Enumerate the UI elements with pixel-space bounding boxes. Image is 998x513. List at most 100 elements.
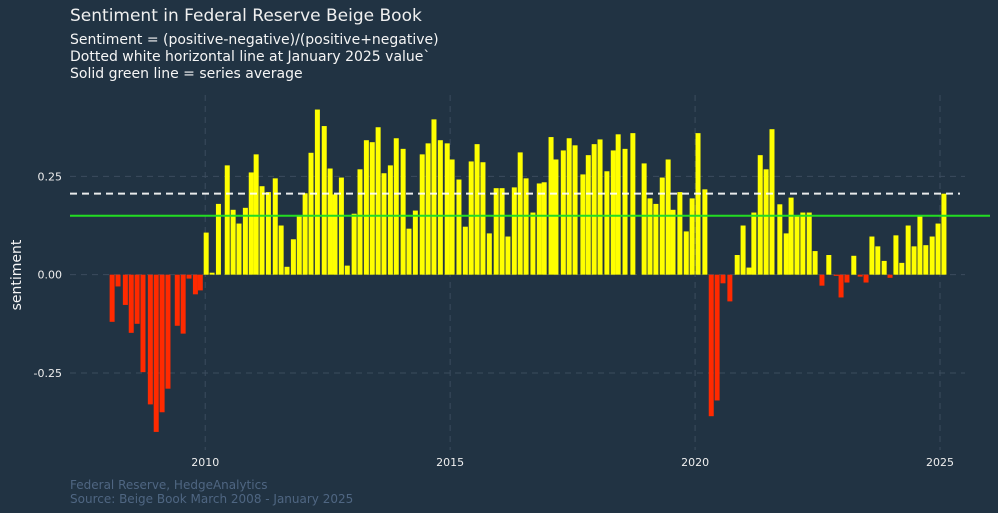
- bar-positive: [905, 225, 911, 275]
- bar-positive: [580, 174, 586, 275]
- bar-positive: [290, 239, 296, 275]
- bar-positive: [493, 188, 499, 275]
- bar-positive: [338, 177, 344, 275]
- bar-positive: [511, 187, 517, 275]
- bar-positive: [553, 159, 559, 275]
- bar-negative: [838, 274, 844, 298]
- bar-positive: [881, 260, 887, 275]
- bar-negative: [714, 274, 720, 401]
- bar-positive: [941, 193, 947, 275]
- bar-positive: [800, 212, 806, 275]
- bar-negative: [134, 274, 140, 324]
- bar-positive: [566, 138, 572, 275]
- bar-positive: [689, 198, 695, 275]
- bar-positive: [253, 154, 259, 275]
- bar-positive: [400, 148, 406, 275]
- bar-positive: [560, 150, 566, 275]
- x-tick-label: 2020: [681, 456, 709, 469]
- bar-positive: [351, 213, 357, 275]
- bar-positive: [702, 189, 708, 275]
- bar-negative: [186, 274, 192, 279]
- bar-positive: [622, 148, 628, 275]
- bar-positive: [456, 179, 462, 275]
- bar-positive: [449, 159, 455, 275]
- bar-positive: [923, 245, 929, 275]
- bar-positive: [314, 109, 320, 275]
- bar-negative: [819, 274, 825, 286]
- bar-positive: [677, 192, 683, 275]
- bar-positive: [209, 272, 215, 275]
- bar-positive: [468, 161, 474, 275]
- bar-positive: [215, 203, 221, 275]
- bar-positive: [437, 140, 443, 275]
- bar-positive: [875, 246, 881, 275]
- bar-positive: [604, 171, 610, 275]
- bar-positive: [278, 225, 284, 275]
- bar-positive: [236, 223, 242, 275]
- bar-positive: [670, 209, 676, 275]
- bar-positive: [425, 143, 431, 275]
- bar-positive: [387, 165, 393, 275]
- bar-positive: [499, 188, 505, 275]
- bar-positive: [806, 212, 812, 275]
- bar-positive: [357, 169, 363, 275]
- bar-positive: [308, 152, 314, 275]
- bar-positive: [917, 216, 923, 275]
- y-axis-label: sentiment: [9, 239, 25, 310]
- bar-positive: [869, 236, 875, 275]
- bar-positive: [740, 225, 746, 275]
- bar-positive: [381, 173, 387, 275]
- bar-positive: [683, 231, 689, 275]
- bar-positive: [369, 142, 375, 275]
- bar-positive: [327, 168, 333, 275]
- bar-positive: [332, 194, 338, 275]
- bar-negative: [159, 274, 165, 413]
- bar-positive: [265, 192, 271, 275]
- bar-positive: [572, 145, 578, 275]
- bar-positive: [363, 140, 369, 275]
- y-tick-label: 0.00: [38, 269, 63, 282]
- x-tick-label: 2015: [436, 456, 464, 469]
- bar-positive: [746, 267, 752, 275]
- bar-positive: [505, 236, 511, 275]
- bar-positive: [794, 215, 800, 275]
- bar-positive: [419, 154, 425, 275]
- bar-positive: [302, 193, 308, 275]
- bar-positive: [851, 255, 857, 275]
- bar-negative: [833, 274, 839, 276]
- bar-positive: [393, 138, 399, 275]
- bar-positive: [230, 209, 236, 275]
- y-tick-label: 0.25: [38, 170, 63, 183]
- bar-positive: [763, 169, 769, 275]
- bar-positive: [224, 165, 230, 275]
- bars: [109, 109, 947, 432]
- bar-positive: [647, 198, 653, 275]
- bar-negative: [174, 274, 180, 326]
- bar-negative: [128, 274, 134, 333]
- x-tick-label: 2010: [191, 456, 219, 469]
- chart-subtitle-formula: Sentiment = (positive-negative)/(positiv…: [70, 32, 439, 48]
- bar-negative: [727, 274, 733, 302]
- bar-positive: [344, 265, 350, 275]
- bar-negative: [109, 274, 115, 322]
- bar-positive: [734, 255, 740, 275]
- chart-title: Sentiment in Federal Reserve Beige Book: [70, 6, 422, 26]
- bar-positive: [296, 215, 302, 275]
- bar-positive: [536, 183, 542, 275]
- bar-negative: [708, 274, 714, 417]
- bar-positive: [321, 126, 327, 275]
- bar-positive: [486, 233, 492, 275]
- x-tick-label: 2025: [926, 456, 954, 469]
- reference-lines: [70, 192, 990, 217]
- bar-negative: [122, 274, 128, 305]
- bar-negative: [180, 274, 186, 334]
- bar-positive: [641, 163, 647, 275]
- bar-positive: [523, 178, 529, 275]
- bar-positive: [812, 251, 818, 275]
- bar-positive: [530, 212, 536, 275]
- bar-positive: [541, 182, 547, 275]
- bar-positive: [284, 266, 290, 275]
- bar-positive: [751, 212, 757, 275]
- bar-positive: [406, 228, 412, 275]
- bar-positive: [653, 203, 659, 275]
